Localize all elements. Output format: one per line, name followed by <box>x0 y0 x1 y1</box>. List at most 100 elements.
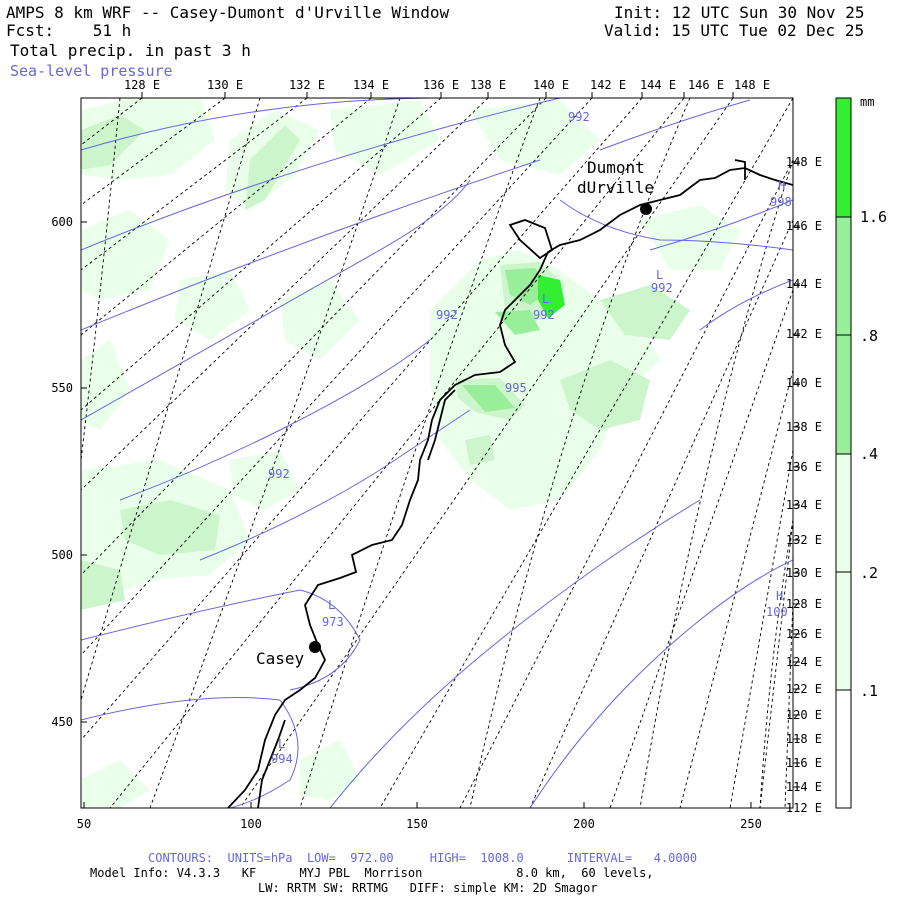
coastline <box>227 159 793 808</box>
right-tick-label: 114 E <box>786 780 822 794</box>
isobar-label: 994 <box>271 752 293 766</box>
right-tick-label: 138 E <box>786 420 822 434</box>
bottom-tick-label: 250 <box>740 817 762 831</box>
top-tick-label: 144 E <box>640 78 676 92</box>
right-tick-label: 124 E <box>786 655 822 669</box>
top-tick-label: 146 E <box>688 78 724 92</box>
low-pressure-mark: L <box>656 268 663 282</box>
station-label-durville: dUrville <box>577 178 654 197</box>
valid-time: Valid: 15 UTC Tue 02 Dec 25 <box>604 21 865 40</box>
low-pressure-mark: L <box>542 292 549 306</box>
isobar-label: 992 <box>268 467 290 481</box>
bottom-tick-marks <box>83 802 752 808</box>
top-tick-label: 148 E <box>734 78 770 92</box>
colorbar-level-label: 1.6 <box>860 208 887 226</box>
colorbar-segment-0.4 <box>836 335 851 454</box>
meridian-lines <box>81 98 793 808</box>
bottom-tick-label: 100 <box>240 817 262 831</box>
right-tick-label: 148 E <box>786 155 822 169</box>
low-pressure-mark: L <box>278 737 285 751</box>
forecast-hour: Fcst: 51 h <box>6 22 131 40</box>
colorbar-level-label: .4 <box>860 445 878 463</box>
top-tick-label: 130 E <box>207 78 243 92</box>
isobar-label: 995 <box>505 381 527 395</box>
colorbar-segment-0.2 <box>836 454 851 572</box>
colorbar-segment-zero <box>836 690 851 808</box>
right-tick-marks <box>793 161 800 788</box>
right-tick-label: 132 E <box>786 533 822 547</box>
right-tick-label: 116 E <box>786 756 822 770</box>
left-tick-marks <box>81 221 87 723</box>
right-tick-label: 136 E <box>786 460 822 474</box>
left-tick-label: 550 <box>51 381 73 395</box>
isobar-lines <box>81 98 793 808</box>
right-tick-label: 142 E <box>786 327 822 341</box>
isobar-label: 992 <box>568 110 590 124</box>
bottom-tick-label: 50 <box>77 817 91 831</box>
right-tick-label: 122 E <box>786 682 822 696</box>
right-tick-label: 140 E <box>786 376 822 390</box>
forecast-label: Fcst: <box>6 21 55 40</box>
isobar-labels: 992 992 992 992 995 992 973 994 998 100 … <box>268 110 792 766</box>
top-tick-label: 142 E <box>590 78 626 92</box>
right-tick-label: 112 E <box>786 801 822 815</box>
right-tick-labels: 148 E 146 E 144 E 142 E 140 E 138 E 136 … <box>786 155 822 815</box>
top-tick-labels: 128 E 130 E 132 E 134 E 136 E 138 E 140 … <box>124 78 770 92</box>
model-info: Model Info: V4.3.3 KF MYJ PBL Morrison 8… <box>90 866 654 880</box>
colorbar-segment-0.8 <box>836 217 851 335</box>
chart-title: AMPS 8 km WRF -- Casey-Dumont d'Urville … <box>6 3 450 22</box>
field-slp-label: Sea-level pressure <box>10 62 173 80</box>
high-pressure-mark: H <box>778 179 785 193</box>
precip-colorbar <box>835 97 852 809</box>
physics-info: LW: RRTM SW: RRTMG DIFF: simple KM: 2D S… <box>258 881 598 895</box>
field-precip-label: Total precip. in past 3 h <box>10 41 251 60</box>
forecast-value: 51 h <box>92 21 132 40</box>
top-tick-label: 138 E <box>470 78 506 92</box>
right-tick-label: 128 E <box>786 597 822 611</box>
station-label-casey: Casey <box>256 649 305 668</box>
contours-info: CONTOURS: UNITS=hPa LOW= 972.00 HIGH= 10… <box>148 851 698 865</box>
colorbar-segment-0.1 <box>836 572 851 690</box>
isobar-label: 992 <box>436 308 458 322</box>
bottom-tick-label: 150 <box>406 817 428 831</box>
colorbar-level-label: .8 <box>860 327 878 345</box>
isobar-label: 992 <box>651 281 673 295</box>
top-tick-marks <box>141 92 734 98</box>
left-tick-label: 450 <box>51 715 73 729</box>
high-pressure-mark: H <box>776 589 783 603</box>
isobar-label: 973 <box>322 615 344 629</box>
parallel-lines <box>81 98 793 808</box>
right-tick-label: 118 E <box>786 732 822 746</box>
top-tick-label: 128 E <box>124 78 160 92</box>
colorbar-labels: mm 1.6 .8 .4 .2 .1 <box>860 95 887 700</box>
right-tick-label: 134 E <box>786 498 822 512</box>
right-tick-label: 146 E <box>786 219 822 233</box>
bottom-tick-label: 200 <box>573 817 595 831</box>
top-tick-label: 136 E <box>423 78 459 92</box>
isobar-label: 992 <box>533 308 555 322</box>
right-tick-label: 144 E <box>786 277 822 291</box>
casey-station-marker <box>309 641 321 653</box>
low-pressure-mark: L <box>328 598 335 612</box>
isobar-label: 100 <box>766 605 788 619</box>
left-tick-label: 600 <box>51 215 73 229</box>
dumont-durville-station-marker <box>640 203 652 215</box>
colorbar-segment-1.6 <box>836 98 851 217</box>
colorbar-units: mm <box>860 95 874 109</box>
colorbar-level-label: .2 <box>860 564 878 582</box>
bottom-tick-labels: 50 100 150 200 250 <box>77 817 762 831</box>
station-label-dumont: Dumont <box>587 158 645 177</box>
plot-frame <box>80 97 794 809</box>
init-time: Init: 12 UTC Sun 30 Nov 25 <box>614 3 865 22</box>
left-tick-labels: 600 550 500 450 <box>51 215 73 729</box>
precip-shading <box>81 98 740 808</box>
right-tick-label: 126 E <box>786 627 822 641</box>
top-tick-label: 132 E <box>289 78 325 92</box>
isobar-label: 998 <box>770 195 792 209</box>
left-tick-label: 500 <box>51 548 73 562</box>
colorbar-level-label: .1 <box>860 682 878 700</box>
top-tick-label: 134 E <box>353 78 389 92</box>
right-tick-label: 130 E <box>786 566 822 580</box>
top-tick-label: 140 E <box>533 78 569 92</box>
